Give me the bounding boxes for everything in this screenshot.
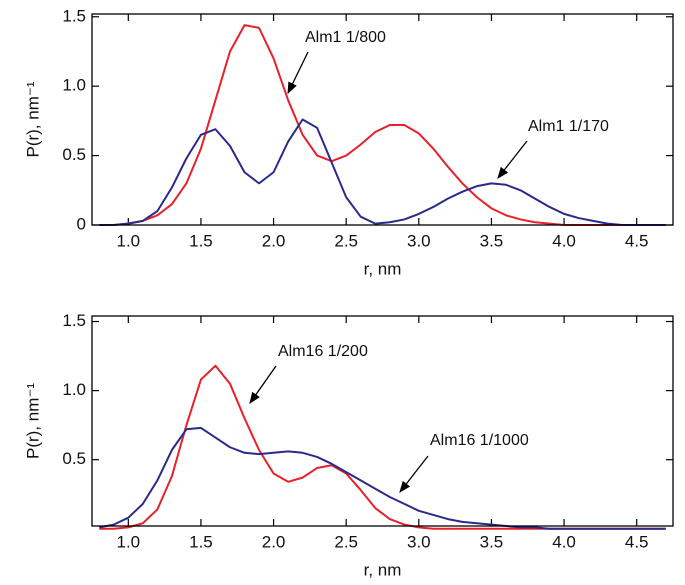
chart-panel: 1.0 1.5 2.0 2.5 3.0 3.5 4.0 4.5 0 0.5 1.0 1.5 Alm1 1… <box>23 6 674 278</box>
plot-frame <box>91 315 674 527</box>
x-tick-label: 4.0 <box>552 231 576 250</box>
series-label: Alm1 1/800 <box>305 29 386 46</box>
x-tick-label: 3.5 <box>480 231 504 250</box>
y-tick-label: 1.5 <box>62 311 86 330</box>
x-axis-label: r, nm <box>364 560 402 579</box>
x-tick-label: 1.0 <box>116 532 140 551</box>
y-axis-label: P(r), nm⁻¹ <box>23 81 42 157</box>
series-label: Alm16 1/1000 <box>430 432 529 449</box>
line-series <box>99 364 666 530</box>
x-tick-label: 3.0 <box>407 532 431 551</box>
x-tick-label: 2.0 <box>262 532 286 551</box>
series-label: Alm1 1/170 <box>528 118 609 135</box>
x-tick-label: 1.5 <box>189 532 213 551</box>
x-tick-label: 1.5 <box>189 231 213 250</box>
y-tick-label: 1.0 <box>62 76 86 95</box>
plot-frame <box>91 13 674 226</box>
y-tick-label: 1.5 <box>62 6 86 25</box>
annotation-arrow <box>249 365 277 404</box>
x-tick-label: 2.5 <box>334 532 358 551</box>
y-tick-label: 0.5 <box>62 449 86 468</box>
x-axis-label: r, nm <box>364 259 402 278</box>
x-tick-label: 4.0 <box>552 532 576 551</box>
line-series <box>99 118 666 226</box>
x-tick-label: 4.5 <box>625 231 649 250</box>
y-tick-label: 1.0 <box>62 380 86 399</box>
x-tick-label: 2.0 <box>262 231 286 250</box>
annotation-arrow <box>399 455 429 493</box>
line-series <box>99 426 666 530</box>
x-tick-label: 3.0 <box>407 231 431 250</box>
chart-panel: 1.0 1.5 2.0 2.5 3.0 3.5 4.0 4.5 0.5 1.0 1.5 Alm16 1… <box>23 311 674 579</box>
annotation-arrow <box>287 51 309 95</box>
y-tick-label: 0.5 <box>62 145 86 164</box>
x-tick-label: 2.5 <box>334 231 358 250</box>
y-tick-label: 0 <box>77 214 86 233</box>
y-axis-label: P(r), nm⁻¹ <box>23 383 42 459</box>
x-tick-label: 4.5 <box>625 532 649 551</box>
annotation-arrow <box>497 140 528 179</box>
series-label: Alm16 1/200 <box>278 343 368 360</box>
x-tick-label: 3.5 <box>480 532 504 551</box>
x-tick-label: 1.0 <box>116 231 140 250</box>
